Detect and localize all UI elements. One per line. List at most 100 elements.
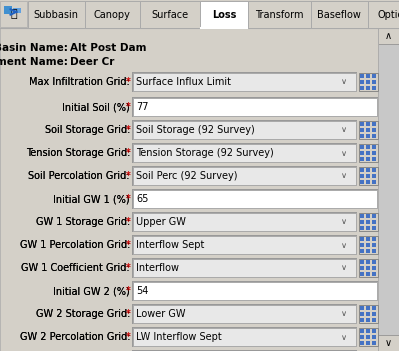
- Text: ∨: ∨: [341, 240, 347, 250]
- Bar: [132, 212, 357, 232]
- Bar: [366, 157, 370, 161]
- Bar: [366, 220, 370, 224]
- Text: ∨: ∨: [341, 172, 347, 180]
- Text: *: *: [125, 217, 130, 227]
- Bar: [378, 28, 399, 44]
- Text: Soil Percolation Grid:: Soil Percolation Grid:: [28, 171, 130, 181]
- Bar: [360, 260, 364, 264]
- Text: Upper GW: Upper GW: [136, 217, 186, 227]
- Text: ∨: ∨: [341, 332, 347, 342]
- Text: LW Interflow Sept: LW Interflow Sept: [136, 332, 222, 342]
- Text: *: *: [126, 263, 131, 273]
- Bar: [366, 168, 370, 172]
- Bar: [133, 73, 356, 91]
- Bar: [360, 226, 364, 230]
- Text: *: *: [126, 332, 131, 342]
- Text: Basin Name:: Basin Name:: [0, 43, 68, 53]
- Bar: [368, 1, 399, 28]
- Bar: [133, 213, 356, 231]
- Bar: [360, 341, 364, 345]
- Bar: [366, 214, 370, 218]
- Bar: [372, 335, 376, 339]
- Text: 54: 54: [136, 286, 148, 296]
- Text: Soil Perc (92 Survey): Soil Perc (92 Survey): [136, 171, 237, 181]
- Text: Initial GW 2 (%): Initial GW 2 (%): [53, 286, 130, 296]
- Bar: [0, 1, 27, 27]
- Bar: [372, 145, 376, 149]
- Bar: [132, 281, 378, 301]
- Text: GW 1 Percolation Grid:: GW 1 Percolation Grid:: [20, 240, 130, 250]
- Bar: [360, 329, 364, 333]
- Text: Options: Options: [377, 10, 399, 20]
- Text: *: *: [126, 286, 131, 296]
- Bar: [366, 145, 370, 149]
- Bar: [133, 305, 356, 323]
- Bar: [133, 259, 356, 277]
- Bar: [311, 1, 368, 28]
- Bar: [366, 249, 370, 253]
- Text: Tension Storage Grid:: Tension Storage Grid:: [26, 148, 130, 158]
- Bar: [378, 335, 399, 351]
- Bar: [360, 74, 364, 78]
- Bar: [366, 180, 370, 184]
- Bar: [372, 174, 376, 178]
- Text: ∨: ∨: [341, 264, 347, 272]
- Bar: [366, 341, 370, 345]
- Text: GW 2 Percolation Grid:: GW 2 Percolation Grid:: [20, 332, 130, 342]
- Bar: [360, 214, 364, 218]
- Bar: [359, 259, 378, 277]
- Bar: [360, 243, 364, 247]
- Text: Surface: Surface: [152, 10, 189, 20]
- Bar: [360, 151, 364, 155]
- Bar: [133, 98, 377, 116]
- Text: GW 2 Storage Grid:: GW 2 Storage Grid:: [36, 309, 130, 319]
- Text: GW 1 Percolation Grid:: GW 1 Percolation Grid:: [20, 240, 130, 250]
- Bar: [366, 134, 370, 138]
- Bar: [360, 128, 364, 132]
- Bar: [372, 134, 376, 138]
- Bar: [360, 157, 364, 161]
- Bar: [359, 213, 378, 231]
- Text: 65: 65: [136, 194, 148, 204]
- Bar: [372, 74, 376, 78]
- Text: GW 2 Percolation Grid:: GW 2 Percolation Grid:: [20, 332, 130, 342]
- Text: *: *: [125, 240, 130, 250]
- Bar: [366, 266, 370, 270]
- Bar: [372, 128, 376, 132]
- Bar: [366, 128, 370, 132]
- Text: Soil Percolation Grid:: Soil Percolation Grid:: [28, 171, 130, 181]
- Bar: [200, 1, 248, 28]
- Bar: [372, 168, 376, 172]
- Text: Transform: Transform: [255, 10, 303, 20]
- Bar: [132, 120, 357, 140]
- Bar: [132, 258, 357, 278]
- Bar: [372, 318, 376, 322]
- Text: Tension Storage (92 Survey): Tension Storage (92 Survey): [136, 148, 274, 158]
- Bar: [360, 220, 364, 224]
- Text: Soil Storage Grid:: Soil Storage Grid:: [45, 125, 130, 135]
- Text: Baseflow: Baseflow: [317, 10, 361, 20]
- Bar: [366, 243, 370, 247]
- Text: GW 1 Coefficient Grid:: GW 1 Coefficient Grid:: [22, 263, 130, 273]
- Bar: [360, 180, 364, 184]
- Text: Interflow Sept: Interflow Sept: [136, 240, 204, 250]
- Bar: [366, 122, 370, 126]
- Text: Subbasin: Subbasin: [34, 10, 79, 20]
- Text: Soil Storage (92 Survey): Soil Storage (92 Survey): [136, 125, 255, 135]
- Bar: [378, 28, 399, 351]
- Bar: [372, 151, 376, 155]
- Bar: [133, 328, 356, 346]
- Bar: [366, 74, 370, 78]
- Text: Max Infiltration Grid:: Max Infiltration Grid:: [29, 77, 130, 87]
- Text: *: *: [126, 102, 131, 112]
- Bar: [366, 312, 370, 316]
- Text: Interflow: Interflow: [136, 263, 179, 273]
- Bar: [366, 174, 370, 178]
- Bar: [133, 121, 356, 139]
- Bar: [359, 121, 378, 139]
- Text: Initial GW 1 (%): Initial GW 1 (%): [53, 194, 130, 204]
- Bar: [366, 272, 370, 276]
- Bar: [372, 329, 376, 333]
- Bar: [360, 134, 364, 138]
- Bar: [132, 189, 378, 209]
